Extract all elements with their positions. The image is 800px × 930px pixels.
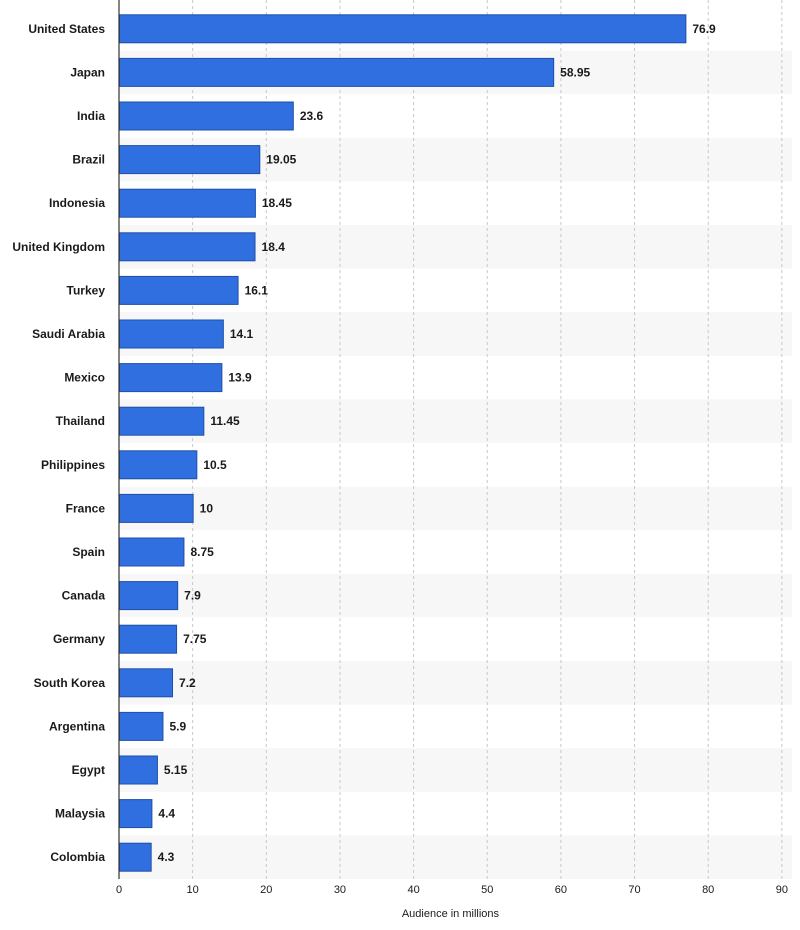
x-tick-label: 70 bbox=[628, 884, 640, 896]
row-band bbox=[119, 312, 792, 356]
row-band bbox=[119, 399, 792, 443]
bar bbox=[119, 406, 205, 436]
x-tick-label: 0 bbox=[116, 884, 122, 896]
row-band bbox=[119, 573, 792, 618]
value-label: 4.4 bbox=[158, 807, 175, 821]
value-label: 4.3 bbox=[158, 850, 175, 864]
category-label: Canada bbox=[62, 589, 106, 603]
x-tick-label: 30 bbox=[334, 884, 346, 896]
bar bbox=[119, 711, 164, 741]
value-label: 11.45 bbox=[210, 414, 240, 428]
category-label: Germany bbox=[53, 632, 105, 646]
category-label: Japan bbox=[70, 65, 105, 79]
value-label: 8.75 bbox=[190, 545, 214, 559]
category-label: United States bbox=[28, 22, 105, 36]
category-label: Indonesia bbox=[49, 196, 105, 210]
value-label: 23.6 bbox=[300, 109, 324, 123]
bar bbox=[119, 668, 174, 698]
x-tick-label: 50 bbox=[481, 884, 493, 896]
category-label: Thailand bbox=[56, 414, 105, 428]
value-label: 58.95 bbox=[560, 65, 590, 79]
bar bbox=[119, 624, 178, 654]
category-label: India bbox=[77, 109, 105, 123]
value-label: 18.45 bbox=[262, 196, 292, 210]
x-tick-label: 80 bbox=[702, 884, 714, 896]
category-label: Egypt bbox=[72, 763, 105, 777]
row-bands bbox=[119, 50, 792, 879]
category-label: Malaysia bbox=[55, 807, 105, 821]
bar bbox=[119, 145, 261, 175]
bar bbox=[119, 101, 294, 131]
bar bbox=[119, 275, 239, 305]
bar bbox=[119, 57, 555, 87]
x-tick-label: 60 bbox=[555, 884, 567, 896]
value-label: 16.1 bbox=[245, 283, 269, 297]
x-tick-label: 10 bbox=[187, 884, 199, 896]
category-label: France bbox=[66, 501, 106, 515]
value-label: 14.1 bbox=[230, 327, 254, 341]
bar bbox=[119, 14, 687, 44]
value-label: 18.4 bbox=[262, 240, 286, 254]
value-label: 7.9 bbox=[184, 589, 201, 603]
category-label: Turkey bbox=[67, 283, 106, 297]
value-label: 13.9 bbox=[228, 371, 252, 385]
bar bbox=[119, 842, 152, 872]
category-label: United Kingdom bbox=[12, 240, 105, 254]
row-band bbox=[119, 486, 792, 531]
row-band bbox=[119, 835, 792, 879]
category-labels: United States Japan India Brazil Indonesia Un… bbox=[12, 22, 105, 864]
value-label: 10.5 bbox=[203, 458, 227, 472]
category-label: Mexico bbox=[64, 371, 105, 385]
category-label: Spain bbox=[72, 545, 105, 559]
value-label: 5.15 bbox=[164, 763, 188, 777]
value-labels: 76.9 58.95 23.6 19.05 18.45 18.4 16.1 14.1 13.9 1… bbox=[158, 22, 716, 864]
bar bbox=[119, 581, 179, 611]
bar bbox=[119, 537, 185, 567]
value-label: 5.9 bbox=[169, 719, 186, 733]
row-band bbox=[119, 748, 792, 792]
x-axis-ticks: 0 10 20 30 40 50 60 70 80 90 bbox=[116, 884, 788, 896]
x-tick-label: 90 bbox=[776, 884, 788, 896]
x-tick-label: 20 bbox=[260, 884, 272, 896]
value-label: 19.05 bbox=[266, 153, 296, 167]
bar bbox=[119, 450, 198, 480]
category-label: South Korea bbox=[34, 676, 106, 690]
value-label: 7.75 bbox=[183, 632, 207, 646]
row-band bbox=[119, 661, 792, 705]
x-axis-title: Audience in millions bbox=[402, 908, 500, 920]
value-label: 10 bbox=[200, 501, 214, 515]
category-label: Argentina bbox=[49, 719, 105, 733]
bar bbox=[119, 755, 158, 785]
category-label: Brazil bbox=[72, 153, 105, 167]
bar bbox=[119, 493, 194, 523]
bar bbox=[119, 799, 153, 829]
value-label: 7.2 bbox=[179, 676, 196, 690]
category-label: Colombia bbox=[50, 850, 105, 864]
category-label: Saudi Arabia bbox=[32, 327, 105, 341]
bar bbox=[119, 232, 256, 262]
value-label: 76.9 bbox=[692, 22, 716, 36]
bars bbox=[119, 14, 687, 872]
bar bbox=[119, 363, 223, 393]
bar bbox=[119, 319, 224, 349]
x-tick-label: 40 bbox=[407, 884, 419, 896]
bar bbox=[119, 188, 256, 218]
category-label: Philippines bbox=[41, 458, 105, 472]
